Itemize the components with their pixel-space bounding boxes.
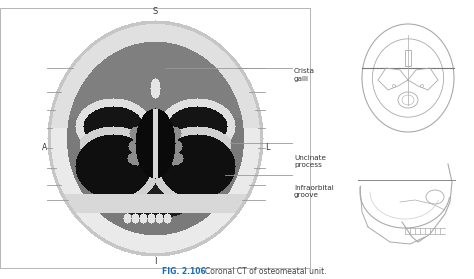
Bar [244, 60, 254, 215]
Bar [280, 60, 290, 215]
Text: Coronal CT of osteomeatal unit.: Coronal CT of osteomeatal unit. [205, 268, 327, 276]
Bar [267, 60, 279, 215]
Bar [18, 60, 30, 215]
Bar [405, 50, 411, 66]
Text: I: I [154, 258, 156, 266]
Text: L: L [264, 143, 269, 153]
Bar [0, 8, 310, 268]
Text: S: S [152, 8, 158, 16]
Bar [5, 60, 17, 215]
Text: Uncinate
process: Uncinate process [294, 155, 326, 169]
Bar [44, 60, 54, 215]
Text: Infraorbital
groove: Infraorbital groove [294, 185, 334, 198]
Bar [254, 60, 266, 215]
Bar [31, 60, 43, 215]
Text: A: A [42, 143, 47, 153]
Text: Crista
galli: Crista galli [294, 68, 315, 81]
Text: FIG. 2.106: FIG. 2.106 [162, 268, 206, 276]
